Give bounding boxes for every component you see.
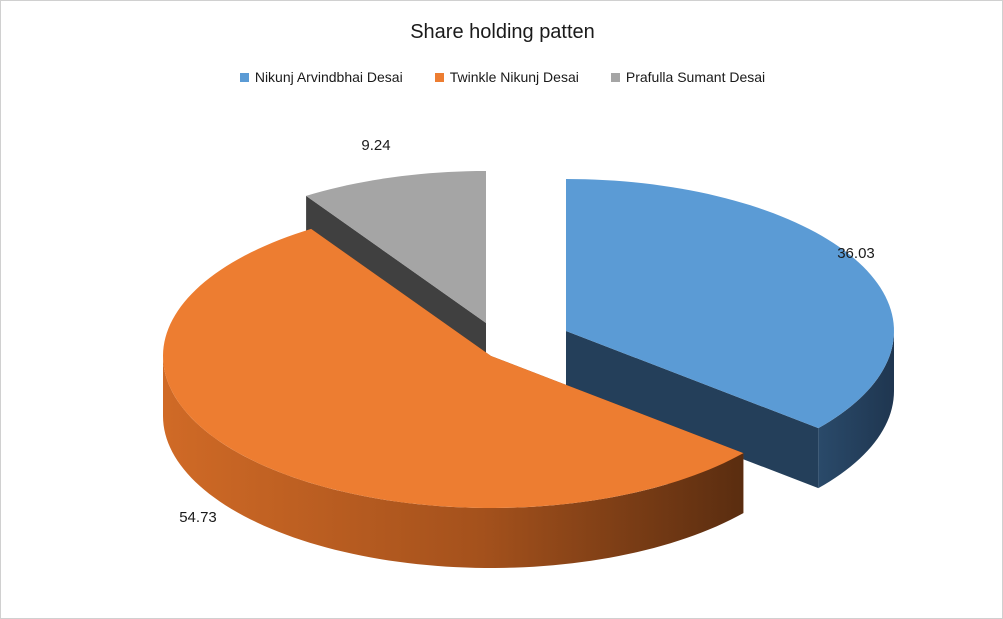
chart-title: Share holding patten [410, 21, 595, 43]
data-label-prafulla: 9.24 [361, 137, 390, 154]
pie-labels: 36.03 54.73 9.24 [179, 137, 875, 526]
pie-slice-twinkle [163, 228, 744, 508]
legend-item-twinkle: Twinkle Nikunj Desai [434, 69, 579, 85]
data-label-twinkle: 54.73 [179, 509, 217, 526]
pie-slice-prafulla [306, 171, 486, 323]
legend-label-prafulla: Prafulla Sumant Desai [625, 69, 766, 85]
legend-label-twinkle: Twinkle Nikunj Desai [449, 69, 579, 85]
pie-cut-face-nikunj-end [566, 331, 819, 489]
pie-slice-nikunj [566, 179, 894, 429]
legend-label-nikunj: Nikunj Arvindbhai Desai [254, 69, 403, 85]
data-label-nikunj: 36.03 [837, 245, 875, 262]
legend-item-prafulla: Prafulla Sumant Desai [610, 69, 766, 85]
legend-swatch-twinkle [434, 72, 444, 82]
pie-tops [163, 171, 894, 508]
legend-item-nikunj: Nikunj Arvindbhai Desai [239, 69, 403, 85]
pie-outer-wall-nikunj-0 [818, 331, 894, 489]
legend-swatch-prafulla [610, 72, 620, 82]
pie-outer-wall-twinkle-0 [163, 356, 744, 568]
legend-swatch-nikunj [239, 72, 249, 82]
legend: Nikunj Arvindbhai Desai Twinkle Nikunj D… [1, 69, 1002, 85]
